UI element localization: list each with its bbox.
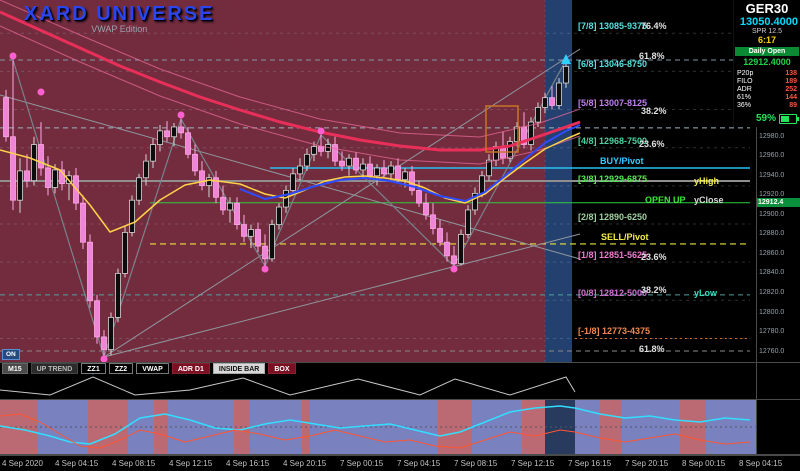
time-label: 8 Sep 04:15 xyxy=(739,459,783,468)
stats-table: P20p 138 FILO 189 ADR 252 61% 144 36% 89 xyxy=(737,70,797,110)
watermark-title: XARD UNIVERSE VWAP Edition xyxy=(24,3,214,34)
buy-arrow-icon xyxy=(561,54,571,64)
price-tick: 12780.0 xyxy=(759,328,785,336)
toolbar-button-vwap[interactable]: VWAP xyxy=(136,363,169,374)
daily-open-label: Daily Open xyxy=(735,47,799,56)
toolbar-button-up-trend[interactable]: UP TREND xyxy=(30,363,79,374)
price-tick: 12760.0 xyxy=(759,347,785,355)
stat-label: FILO xyxy=(737,78,753,85)
oscillator-band xyxy=(680,400,706,454)
toolbar-button-m15[interactable]: M15 xyxy=(2,363,28,374)
info-panel: GER30 13050.4000 SPR 12.5 6:17 Daily Ope… xyxy=(733,0,800,127)
time-label: 7 Sep 04:15 xyxy=(397,459,441,468)
price-tick: 12820.0 xyxy=(759,288,785,296)
main-chart-canvas[interactable] xyxy=(0,0,756,362)
price-tick: 12960.0 xyxy=(759,152,785,160)
red-oscillator xyxy=(0,413,751,449)
time-label: 4 Sep 04:15 xyxy=(55,459,99,468)
window-separator-3[interactable] xyxy=(0,454,800,455)
trend-line xyxy=(0,94,581,260)
swing-dot xyxy=(317,127,325,135)
time-label: 7 Sep 16:15 xyxy=(568,459,612,468)
swing-dot xyxy=(9,52,17,60)
yellow-ma xyxy=(0,132,581,233)
price-tick: 12920.0 xyxy=(759,191,785,199)
window-separator-1[interactable] xyxy=(0,362,800,363)
price-tick: 12860.0 xyxy=(759,249,785,257)
stat-label: 61% xyxy=(737,94,752,101)
oscillator-subwindow xyxy=(0,400,756,454)
watermark-title-line1: XARD UNIVERSE xyxy=(24,3,215,25)
toolbar-button-inside-bar[interactable]: INSIDE BAR xyxy=(212,363,266,374)
current-price: 13050.4000 xyxy=(739,16,798,28)
time-label: 4 Sep 08:15 xyxy=(112,459,156,468)
box-indicator xyxy=(485,105,519,153)
stat-label: P20p xyxy=(737,70,754,77)
blue-ma xyxy=(239,124,581,202)
watermark-title-line2: VWAP Edition xyxy=(91,24,148,34)
battery-icon xyxy=(779,113,799,124)
swing-dot xyxy=(177,111,185,119)
trend-line xyxy=(103,233,581,358)
oscillator-band xyxy=(522,400,545,454)
toolbar-button-adr-d1[interactable]: ADR D1 xyxy=(171,363,210,374)
on-button[interactable]: ON xyxy=(2,349,20,360)
envelope-top xyxy=(0,0,581,138)
price-tick: 12900.0 xyxy=(759,210,785,218)
swing-dot xyxy=(450,265,458,273)
time-label: 7 Sep 12:15 xyxy=(511,459,555,468)
candle-timer: 6:17 xyxy=(757,35,776,45)
price-tick: 12880.0 xyxy=(759,230,785,238)
oscillator-band xyxy=(472,400,522,454)
price-tick: 12980.0 xyxy=(759,132,785,140)
stat-value: 89 xyxy=(789,102,797,109)
stat-value: 189 xyxy=(785,78,797,85)
time-label: 7 Sep 00:15 xyxy=(340,459,384,468)
time-label: 4 Sep 12:15 xyxy=(169,459,213,468)
time-label: 4 Sep 20:15 xyxy=(283,459,327,468)
oscillator-band xyxy=(234,400,250,454)
time-label: 4 Sep 16:15 xyxy=(226,459,270,468)
stat-row: FILO 189 xyxy=(737,78,797,86)
stat-value: 138 xyxy=(785,70,797,77)
price-tick: 12800.0 xyxy=(759,308,785,316)
stat-value: 252 xyxy=(785,86,797,93)
price-tick: 12940.0 xyxy=(759,171,785,179)
toolbar-button-box[interactable]: BOX xyxy=(268,363,296,374)
time-label: 7 Sep 08:15 xyxy=(454,459,498,468)
swing-dot xyxy=(100,355,108,362)
daily-open-value: 12912.4000 xyxy=(743,57,791,67)
envelope-bottom xyxy=(0,25,581,165)
main-chart[interactable]: XARD UNIVERSE VWAP Edition [7/8] 13085-9… xyxy=(0,0,756,362)
stat-row: 61% 144 xyxy=(737,94,797,102)
stat-label: ADR xyxy=(737,86,752,93)
symbol-label: GER30 xyxy=(745,1,789,16)
stat-row: P20p 138 xyxy=(737,70,797,78)
spike-line xyxy=(0,376,576,396)
spread-label: SPR 12.5 xyxy=(752,28,782,35)
time-axis[interactable]: 4 Sep 2020 4 Sep 04:15 4 Sep 08:15 4 Sep 12… xyxy=(0,455,800,471)
price-tick: 12840.0 xyxy=(759,269,785,277)
oscillator-band xyxy=(88,400,128,454)
stat-row: 36% 89 xyxy=(737,102,797,110)
candles-series xyxy=(3,60,569,357)
trend-line xyxy=(103,48,581,358)
stat-label: 36% xyxy=(737,102,752,109)
scale-separator xyxy=(756,0,757,455)
stat-value: 144 xyxy=(785,94,797,101)
indicator-toolbar: M15 UP TREND ZZ1 ZZ2 VWAP ADR D1 INSIDE BAR BOX xyxy=(2,363,296,374)
swing-dot xyxy=(37,88,45,96)
price-tag: 12912.4 xyxy=(756,197,800,207)
time-label: 8 Sep 00:15 xyxy=(682,459,726,468)
swing-dot xyxy=(261,265,269,273)
toolbar-button-zz1[interactable]: ZZ1 xyxy=(81,363,106,374)
time-label: 7 Sep 20:15 xyxy=(625,459,669,468)
toolbar-button-zz2[interactable]: ZZ2 xyxy=(108,363,134,374)
time-label: 4 Sep 2020 xyxy=(2,459,43,468)
cyan-oscillator xyxy=(0,405,751,445)
stat-row: ADR 252 xyxy=(737,86,797,94)
battery-percent: 59% xyxy=(755,113,776,124)
window-separator-2[interactable] xyxy=(0,399,800,400)
